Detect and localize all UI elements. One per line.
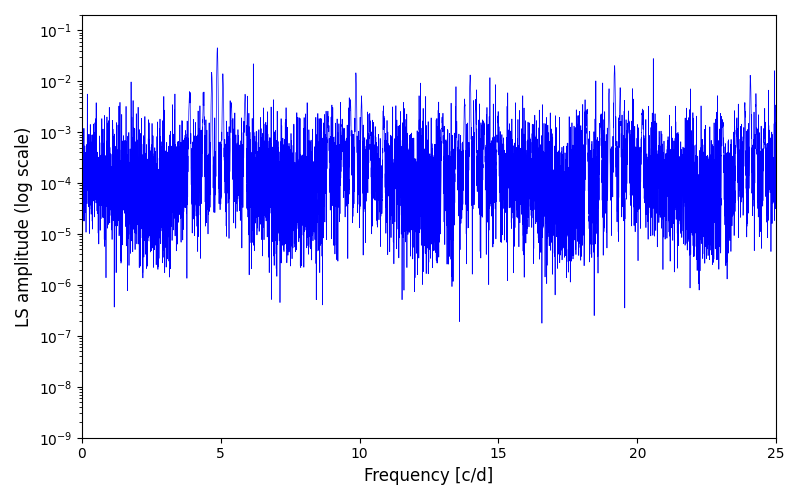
X-axis label: Frequency [c/d]: Frequency [c/d] — [364, 467, 494, 485]
Y-axis label: LS amplitude (log scale): LS amplitude (log scale) — [15, 126, 33, 326]
